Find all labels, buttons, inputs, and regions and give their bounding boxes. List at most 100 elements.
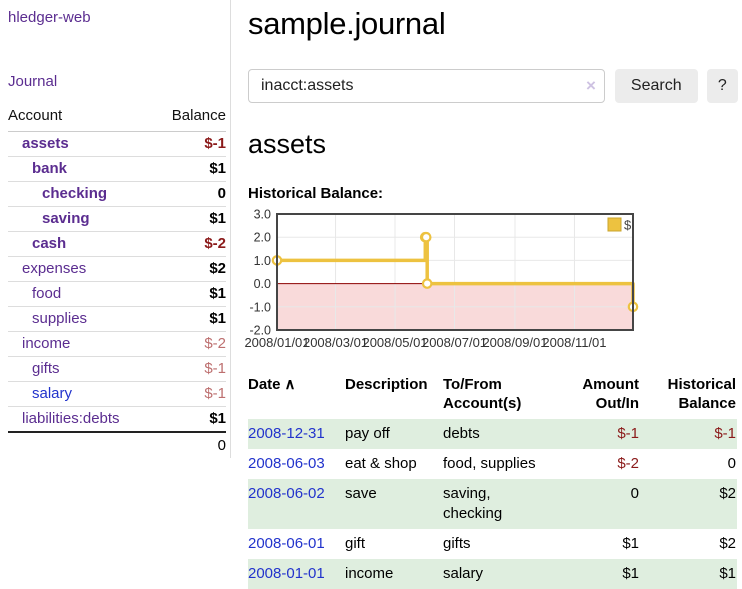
account-link-income[interactable]: income — [22, 335, 71, 352]
account-link-bank[interactable]: bank — [32, 160, 68, 177]
transaction-row: 2008-06-02 save saving, checking 0 $2 — [248, 479, 737, 529]
chart-data-point — [420, 231, 432, 243]
account-row: assets $-1 — [8, 131, 226, 157]
account-row: salary $-1 — [8, 381, 226, 407]
chart-ytick-label: -2.0 — [249, 324, 271, 338]
register-table: Date ∧ Description To/From Account(s) Amount O… — [248, 373, 737, 589]
account-link-expenses[interactable]: expenses — [22, 260, 87, 277]
search-box: × — [248, 69, 605, 103]
transaction-description: pay off — [345, 425, 390, 442]
transaction-balance: $1 — [719, 565, 736, 582]
account-balance: $-2 — [154, 331, 226, 357]
transaction-date-link[interactable]: 2008-06-03 — [248, 455, 325, 472]
chart-xtick-label: 2008/09/01 — [482, 335, 547, 350]
transaction-date-link[interactable]: 2008-01-01 — [248, 565, 325, 582]
account-balance: $-1 — [154, 381, 226, 407]
account-heading: assets — [248, 129, 327, 159]
account-balance: $1 — [154, 306, 226, 332]
account-balance: $1 — [154, 281, 226, 307]
register-header-description: Description — [345, 376, 428, 393]
register-header-date[interactable]: Date ∧ — [248, 376, 296, 393]
chart-legend-label: $ — [624, 218, 632, 233]
search-input[interactable] — [248, 69, 605, 103]
page-title: sample.journal — [248, 6, 446, 41]
account-link-supplies[interactable]: supplies — [32, 310, 88, 327]
transaction-balance: 0 — [727, 455, 736, 472]
main-content: sample.journal × Search ? assets Histori… — [244, 0, 738, 589]
transaction-balance: $-1 — [714, 425, 736, 442]
transaction-date-link[interactable]: 2008-06-02 — [248, 485, 325, 502]
sidebar-item-journal[interactable]: Journal — [8, 73, 58, 90]
account-balance: $1 — [154, 406, 226, 433]
transaction-amount: $-1 — [617, 425, 639, 442]
transaction-description: eat & shop — [345, 455, 417, 472]
account-link-checking[interactable]: checking — [42, 185, 108, 202]
account-balance: $-1 — [154, 131, 226, 157]
chart-xtick-label: 2008/01/01 — [244, 335, 309, 350]
transaction-date-link[interactable]: 2008-06-01 — [248, 535, 325, 552]
transaction-amount: 0 — [630, 485, 639, 502]
transaction-amount: $1 — [622, 565, 639, 582]
clear-search-icon[interactable]: × — [585, 76, 596, 95]
sort-ascending-icon[interactable]: ∧ — [284, 376, 296, 393]
chart-title: Historical Balance: — [248, 185, 384, 202]
chart-ytick-label: 0.0 — [254, 277, 271, 291]
account-link-salary[interactable]: salary — [32, 385, 73, 402]
account-row: food $1 — [8, 281, 226, 307]
accounts-total-value: 0 — [154, 431, 226, 458]
app-brand-link[interactable]: hledger-web — [8, 9, 91, 26]
transaction-description: save — [345, 485, 377, 502]
account-balance: $-1 — [154, 356, 226, 382]
account-row: saving $1 — [8, 206, 226, 232]
chart-ytick-label: 2.0 — [254, 231, 271, 245]
register-header-amount: Amount Out/In — [582, 376, 639, 412]
chart-data-point — [421, 278, 433, 289]
accounts-header-account: Account — [8, 101, 155, 132]
account-link-saving[interactable]: saving — [42, 210, 90, 227]
account-link-liabilities-debts[interactable]: liabilities:debts — [22, 410, 120, 427]
help-button[interactable]: ? — [706, 69, 738, 103]
account-link-food[interactable]: food — [32, 285, 62, 302]
transaction-accounts: gifts — [443, 535, 471, 552]
transaction-description: income — [345, 565, 394, 582]
account-row: liabilities:debts $1 — [8, 406, 226, 433]
transaction-balance: $2 — [719, 535, 736, 552]
transaction-balance: $2 — [719, 485, 736, 502]
chart-canvas: -2.0 -1.0 0.0 1.0 2.0 3.0 2008/01/012008/03/01… — [244, 208, 639, 350]
account-balance: $2 — [154, 256, 226, 282]
transaction-accounts: food, supplies — [443, 455, 536, 472]
chart-xtick-label: 2008/03/01 — [303, 335, 368, 350]
accounts-header-balance: Balance — [154, 101, 226, 132]
chart-ytick-label: 3.0 — [254, 208, 271, 222]
account-balance: $1 — [154, 206, 226, 232]
chart-xtick-label: 2008/07/01 — [422, 335, 487, 350]
chart-xtick-label: 2008/05/01 — [362, 335, 427, 350]
account-row: gifts $-1 — [8, 356, 226, 382]
transaction-amount: $1 — [622, 535, 639, 552]
chart-ytick-label: -1.0 — [249, 300, 271, 314]
account-link-assets[interactable]: assets — [22, 135, 69, 152]
account-row: cash $-2 — [8, 231, 226, 257]
account-row: checking 0 — [8, 181, 226, 207]
transaction-row: 2008-06-03 eat & shop food, supplies $-2 0 — [248, 449, 737, 479]
register-header-historical: Historical Balance — [667, 376, 736, 412]
account-balance: $1 — [154, 156, 226, 182]
transaction-description: gift — [345, 535, 366, 552]
transaction-accounts: debts — [443, 425, 480, 442]
account-link-cash[interactable]: cash — [32, 235, 67, 252]
sidebar: hledger-web Journal Account Balance asse… — [0, 0, 231, 458]
search-button[interactable]: Search — [614, 69, 698, 103]
transaction-amount: $-2 — [617, 455, 639, 472]
account-balance: $-2 — [154, 231, 226, 257]
transaction-row: 2008-12-31 pay off debts $-1 $-1 — [248, 419, 737, 449]
chart-legend-swatch — [607, 217, 622, 232]
transaction-accounts: salary — [443, 565, 484, 582]
account-row: income $-2 — [8, 331, 226, 357]
accounts-total-row: 0 — [8, 431, 226, 458]
register-header-to-from: To/From Account(s) — [443, 376, 522, 412]
chart-ytick-label: 1.0 — [254, 254, 271, 268]
transaction-row: 2008-06-01 gift gifts $1 $2 — [248, 529, 737, 559]
account-row: expenses $2 — [8, 256, 226, 282]
account-link-gifts[interactable]: gifts — [32, 360, 60, 377]
transaction-date-link[interactable]: 2008-12-31 — [248, 425, 325, 442]
